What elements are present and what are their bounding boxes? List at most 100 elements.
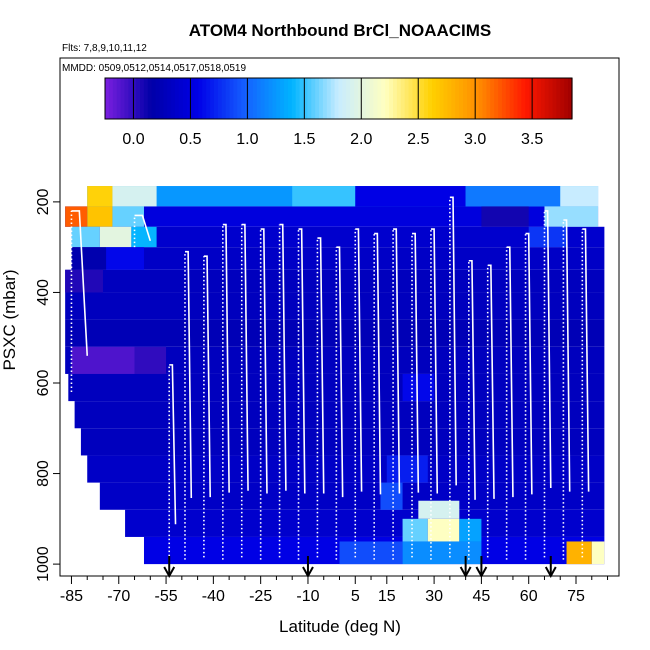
- colorbar-segment: [159, 78, 164, 119]
- colorbar-segment: [140, 78, 145, 119]
- colorbar-tick-label: 1.0: [236, 131, 258, 148]
- colorbar-segment: [268, 78, 273, 119]
- colorbar-segment: [544, 78, 550, 119]
- colorbar-segment: [284, 78, 289, 119]
- heatmap-band: [71, 226, 605, 248]
- profile-track: [412, 232, 420, 493]
- colorbar-segment: [272, 78, 277, 119]
- x-tick-label: 60: [520, 588, 538, 605]
- profile-track: [298, 228, 306, 494]
- colorbar-segment: [490, 78, 495, 119]
- colorbar-segment: [248, 78, 254, 119]
- heatmap-cell: [131, 226, 157, 248]
- colorbar-segment: [478, 78, 484, 119]
- profile-track: [468, 259, 476, 500]
- colorbar-segment: [295, 78, 301, 119]
- colorbar-segment: [466, 78, 472, 119]
- colorbar-segment: [229, 78, 235, 119]
- colorbar-segment: [385, 78, 390, 119]
- colorbar-segment: [482, 78, 487, 119]
- colorbar-segment: [124, 78, 129, 119]
- heatmap-cell: [71, 346, 135, 374]
- colorbar-segment: [217, 78, 223, 119]
- profile-track: [393, 228, 401, 494]
- colorbar-segment: [307, 78, 312, 119]
- colorbar-segment: [143, 78, 149, 119]
- profile-track: [374, 232, 382, 495]
- colorbar-segment: [412, 78, 417, 119]
- heatmap-cell: [112, 206, 144, 227]
- colorbar-tick-label: 0.0: [122, 131, 144, 148]
- colorbar-segment: [420, 78, 425, 119]
- colorbar-segment: [186, 78, 192, 119]
- x-tick-label: 30: [425, 588, 443, 605]
- heatmap-cell: [65, 206, 88, 227]
- heatmap-cell: [418, 500, 460, 519]
- colorbar-segment: [120, 78, 126, 119]
- heatmap-cell: [566, 541, 592, 565]
- heatmap-cell: [87, 186, 113, 207]
- colorbar-segment: [202, 78, 207, 119]
- colorbar-segment: [167, 78, 172, 119]
- flights-label: Flts: 7,8,9,10,11,12: [62, 43, 147, 54]
- x-tick-label: 75: [567, 588, 585, 605]
- colorbar-segment: [342, 78, 347, 119]
- heatmap-band: [74, 401, 605, 429]
- colorbar-tick-label: 3.5: [521, 131, 543, 148]
- colorbar-segment: [521, 78, 526, 119]
- colorbar-segment: [155, 78, 161, 119]
- colorbar-segment: [369, 78, 375, 119]
- heatmap-cell: [99, 226, 132, 248]
- x-axis-label: Latitude (deg N): [279, 617, 401, 636]
- heatmap-cell: [560, 186, 599, 207]
- colorbar-segment: [389, 78, 394, 119]
- mmdd-label: MMDD: 0509,0512,0514,0517,0518,0519: [62, 63, 246, 74]
- colorbar-segment: [455, 78, 460, 119]
- colorbar-segment: [225, 78, 231, 119]
- colorbar-segment: [233, 78, 238, 119]
- profile-track: [355, 228, 363, 492]
- x-tick-label: -40: [202, 588, 225, 605]
- colorbar-segment: [533, 78, 538, 119]
- colorbar-segment: [319, 78, 324, 119]
- profile-track: [336, 246, 344, 498]
- colorbar-segment: [264, 78, 270, 119]
- heatmap-band: [125, 509, 605, 537]
- x-tick-label: 5: [351, 588, 360, 605]
- colorbar-segment: [373, 78, 379, 119]
- y-tick-label: 1000: [35, 546, 52, 582]
- colorbar-segment: [435, 78, 441, 119]
- colorbar-segment: [182, 78, 188, 119]
- heatmap-cell: [134, 346, 167, 374]
- colorbar-segment: [408, 78, 414, 119]
- colorbar-segment: [365, 78, 371, 119]
- colorbar-segment: [463, 78, 468, 119]
- colorbar-segment: [338, 78, 343, 119]
- colorbar-segment: [443, 78, 449, 119]
- colorbar-segment: [252, 78, 258, 119]
- heatmap-cell: [71, 247, 107, 270]
- heatmap-cell: [355, 186, 466, 207]
- colorbar-segment: [105, 78, 110, 119]
- colorbar: [104, 77, 573, 120]
- x-tick-label: -85: [60, 588, 83, 605]
- colorbar-segment: [540, 78, 546, 119]
- heatmap-cell: [292, 186, 356, 207]
- profile-track: [430, 228, 439, 494]
- x-tick-label: 45: [473, 588, 491, 605]
- profile-track: [582, 228, 590, 492]
- colorbar-segment: [163, 78, 168, 119]
- heatmap-band: [65, 206, 599, 227]
- colorbar-segment: [116, 78, 122, 119]
- colorbar-segment: [334, 78, 340, 119]
- colorbar-segment: [428, 78, 433, 119]
- heatmap-band: [87, 455, 605, 483]
- colorbar-segment: [447, 78, 452, 119]
- colorbar-tick-label: 3.0: [464, 131, 486, 148]
- colorbar-segment: [256, 78, 262, 119]
- heatmap-cell: [402, 518, 428, 542]
- colorbar-segment: [322, 78, 328, 119]
- colorbar-segment: [361, 78, 367, 119]
- colorbar-segment: [486, 78, 491, 119]
